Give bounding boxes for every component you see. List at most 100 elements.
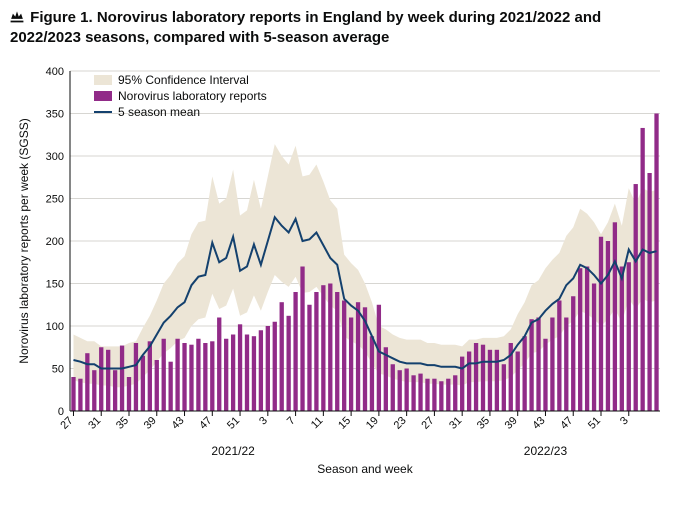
bar	[516, 351, 520, 411]
bar	[432, 378, 436, 410]
bar	[148, 341, 152, 411]
svg-text:7: 7	[285, 414, 298, 427]
bar	[564, 317, 568, 411]
svg-text:39: 39	[503, 414, 520, 431]
bar	[280, 302, 284, 411]
svg-text:43: 43	[170, 414, 187, 431]
bar	[175, 338, 179, 410]
svg-text:50: 50	[52, 363, 64, 375]
x-axis-label: Season and week	[317, 462, 413, 476]
svg-text:47: 47	[197, 414, 214, 431]
bar	[314, 292, 318, 411]
bar	[571, 296, 575, 411]
bar	[439, 381, 443, 411]
svg-text:27: 27	[419, 414, 436, 431]
svg-text:Norovirus laboratory reports: Norovirus laboratory reports	[118, 89, 267, 103]
bar	[78, 378, 82, 410]
bar	[155, 360, 159, 411]
bar	[391, 364, 395, 411]
bar	[335, 292, 339, 411]
bar	[627, 262, 631, 411]
svg-text:43: 43	[530, 414, 547, 431]
bar	[106, 349, 110, 410]
svg-text:47: 47	[558, 414, 575, 431]
legend: 95% Confidence Interval Norovirus laborat…	[94, 73, 267, 119]
bar	[418, 373, 422, 410]
svg-text:200: 200	[46, 236, 64, 248]
svg-text:350: 350	[46, 108, 64, 120]
chart-title: Figure 1. Norovirus laboratory reports i…	[10, 9, 601, 46]
bar	[529, 319, 533, 411]
bar	[134, 343, 138, 411]
bar	[196, 338, 200, 410]
bar	[384, 347, 388, 411]
bar	[266, 326, 270, 411]
bar	[321, 285, 325, 411]
bar	[349, 317, 353, 411]
bar	[286, 315, 290, 410]
bar	[647, 173, 651, 411]
svg-text:23: 23	[392, 414, 409, 431]
svg-text:2022/23: 2022/23	[524, 444, 568, 458]
bar	[411, 375, 415, 411]
bar	[522, 336, 526, 411]
bar	[92, 370, 96, 411]
bar	[245, 334, 249, 411]
svg-text:31: 31	[86, 414, 103, 431]
svg-text:35: 35	[475, 414, 492, 431]
svg-text:51: 51	[225, 414, 242, 431]
svg-text:31: 31	[447, 414, 464, 431]
svg-text:39: 39	[142, 414, 159, 431]
bar	[203, 343, 207, 411]
bar	[488, 349, 492, 410]
bar	[141, 355, 145, 410]
bar	[474, 343, 478, 411]
bar	[557, 300, 561, 411]
bar	[168, 361, 172, 410]
bar	[120, 345, 124, 410]
bar	[328, 283, 332, 411]
svg-text:95% Confidence Interval: 95% Confidence Interval	[118, 73, 249, 87]
bar	[495, 349, 499, 410]
bar	[370, 336, 374, 411]
svg-text:51: 51	[586, 414, 603, 431]
svg-text:0: 0	[58, 406, 64, 418]
bar	[210, 341, 214, 411]
bar	[606, 241, 610, 411]
bar	[620, 266, 624, 411]
svg-text:100: 100	[46, 321, 64, 333]
bar	[654, 113, 658, 411]
bar	[238, 324, 242, 411]
bar	[550, 317, 554, 411]
bar	[162, 338, 166, 410]
bar	[307, 304, 311, 410]
bar	[467, 351, 471, 411]
bar	[460, 356, 464, 410]
bar	[273, 321, 277, 410]
y-axis-label: Norovirus laboratory reports per week (S…	[17, 118, 31, 363]
bar	[613, 222, 617, 411]
bar	[85, 353, 89, 411]
bar	[300, 266, 304, 411]
bar	[189, 344, 193, 410]
bar	[231, 334, 235, 411]
bar	[592, 283, 596, 411]
bar	[453, 375, 457, 411]
svg-text:19: 19	[364, 414, 381, 431]
bar	[404, 368, 408, 411]
bar	[377, 304, 381, 410]
bar	[182, 343, 186, 411]
bar	[640, 127, 644, 410]
svg-text:150: 150	[46, 278, 64, 290]
bar	[425, 378, 429, 410]
bar	[293, 292, 297, 411]
svg-text:3: 3	[618, 414, 631, 427]
bar	[217, 317, 221, 411]
svg-text:250: 250	[46, 193, 64, 205]
bar	[481, 344, 485, 410]
crown-icon	[10, 9, 24, 23]
svg-text:400: 400	[46, 66, 64, 78]
norovirus-chart: 0501001502002503003504002731353943475137…	[10, 53, 675, 503]
bar	[113, 370, 117, 411]
svg-text:5 season mean: 5 season mean	[118, 105, 200, 119]
